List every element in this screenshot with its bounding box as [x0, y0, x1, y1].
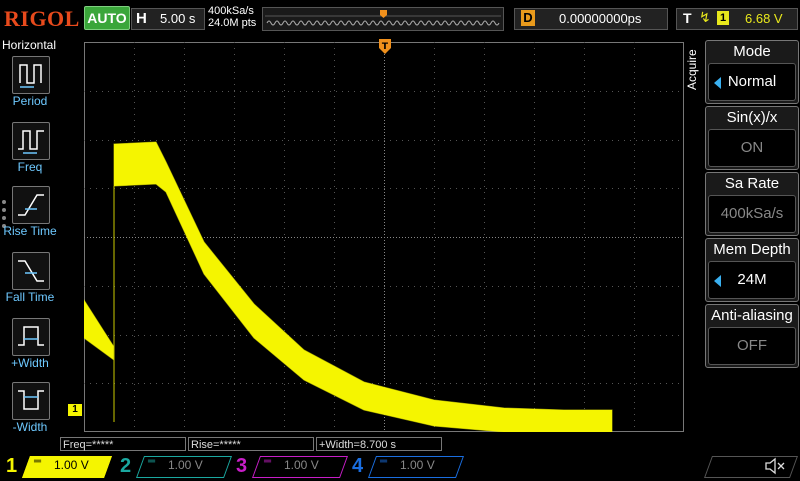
channel-scale: 1.00 V — [168, 458, 203, 472]
run-status-badge[interactable]: AUTO — [84, 6, 130, 30]
measure-label: Freq — [17, 160, 43, 174]
channel-scale: 1.00 V — [54, 458, 89, 472]
memory-points: 24.0M pts — [208, 17, 257, 29]
channel-scale: 1.00 V — [400, 458, 435, 472]
measure-label: -Width — [12, 420, 48, 434]
measure-negative-width-button[interactable]: -Width — [0, 382, 60, 446]
channel-number: 2 — [120, 455, 132, 477]
channel-1-tab[interactable]: 1 ═ 1.00 V — [4, 454, 113, 478]
waveform-display[interactable] — [83, 42, 684, 435]
channel-number: 4 — [352, 455, 364, 477]
measure-width-result: +Width=8.700 s — [316, 437, 442, 451]
period-icon — [12, 56, 50, 94]
trigger-channel: 1 — [717, 11, 729, 25]
measure-label: Fall Time — [5, 290, 55, 304]
menu-value: 24M — [737, 271, 767, 288]
menu-mode[interactable]: Mode Normal — [705, 40, 799, 104]
measure-label: Period — [12, 94, 48, 108]
horizontal-timebase-box[interactable]: H 5.00 s — [131, 8, 205, 30]
page-dots — [2, 196, 8, 232]
top-status-bar: RIGOL AUTO H 5.00 s 400kSa/s 24.0M pts D… — [0, 0, 800, 36]
channel-2-tab[interactable]: 2 ═ 1.00 V — [120, 454, 233, 478]
menu-title: Acquire — [685, 49, 699, 90]
menu-label: Sa Rate — [724, 175, 780, 192]
dc-coupling-icon: ═ — [264, 456, 272, 467]
measure-freq-result: Freq=***** — [60, 437, 186, 451]
waveform-grid-svg — [83, 42, 684, 435]
freq-icon — [12, 122, 50, 160]
dc-coupling-icon: ═ — [34, 456, 42, 467]
grid-lines — [84, 42, 684, 432]
channel-number: 3 — [236, 455, 248, 477]
menu-value: ON — [740, 139, 764, 156]
measure-label: Rise Time — [3, 224, 57, 238]
waveform-overview-icon — [265, 10, 501, 26]
measure-category-title: Horizontal — [2, 38, 57, 52]
trigger-marker-icon: T — [379, 39, 391, 54]
delay-value: 0.00000000ps — [559, 11, 642, 26]
dc-coupling-icon: ═ — [148, 456, 156, 467]
speaker-mute-icon[interactable] — [764, 456, 786, 476]
menu-value: 400kSa/s — [720, 205, 784, 222]
channel-scale: 1.00 V — [284, 458, 319, 472]
timebase-value: 5.00 s — [160, 11, 196, 26]
measure-period-button[interactable]: Period — [0, 56, 60, 120]
menu-anti-aliasing[interactable]: Anti-aliasing OFF — [705, 304, 799, 368]
measure-sidebar: Horizontal Period Freq Rise Time Fall Ti… — [0, 36, 60, 450]
menu-sinx[interactable]: Sin(x)/x ON — [705, 106, 799, 170]
falling-edge-icon: ↯ — [699, 9, 711, 25]
trigger-level: 6.68 V — [745, 11, 783, 26]
channel-number: 1 — [6, 455, 18, 477]
trigger-position-marker[interactable]: T — [378, 38, 392, 56]
menu-label: Sin(x)/x — [726, 109, 778, 126]
delay-box[interactable]: D 0.00000000ps — [514, 8, 668, 30]
measure-rise-result: Rise=***** — [188, 437, 314, 451]
rise-time-icon — [12, 186, 50, 224]
trigger-position-indicator — [262, 7, 504, 31]
sample-rate: 400kSa/s — [208, 5, 254, 17]
measure-freq-button[interactable]: Freq — [0, 122, 60, 186]
dc-coupling-icon: ═ — [380, 456, 388, 467]
measure-positive-width-button[interactable]: +Width — [0, 318, 60, 382]
sample-info: 400kSa/s 24.0M pts — [208, 5, 256, 29]
menu-mem-depth[interactable]: Mem Depth 24M — [705, 238, 799, 302]
delay-label: D — [521, 10, 535, 26]
negative-width-icon — [12, 382, 50, 420]
menu-value: OFF — [737, 337, 767, 354]
brand-logo: RIGOL — [4, 6, 80, 31]
menu-label: Mem Depth — [713, 241, 791, 258]
left-arrow-icon — [714, 275, 721, 287]
horizontal-label: H — [136, 10, 147, 27]
menu-value: Normal — [727, 73, 777, 90]
left-arrow-icon — [714, 77, 721, 89]
positive-width-icon — [12, 318, 50, 356]
measure-label: +Width — [11, 356, 49, 370]
measure-fall-time-button[interactable]: Fall Time — [0, 252, 60, 316]
svg-text:T: T — [382, 42, 389, 52]
trigger-label: T — [683, 10, 692, 26]
trigger-box[interactable]: T ↯ 1 6.68 V — [676, 8, 798, 30]
menu-sa-rate[interactable]: Sa Rate 400kSa/s — [705, 172, 799, 236]
menu-label: Mode — [733, 43, 771, 60]
fall-time-icon — [12, 252, 50, 290]
channel-4-tab[interactable]: 4 ═ 1.00 V — [352, 454, 465, 478]
channel-1-offset-marker[interactable]: 1 — [68, 404, 82, 416]
channel-3-tab[interactable]: 3 ═ 1.00 V — [236, 454, 349, 478]
menu-label: Anti-aliasing — [711, 307, 793, 324]
measure-rise-time-button[interactable]: Rise Time — [0, 186, 60, 250]
